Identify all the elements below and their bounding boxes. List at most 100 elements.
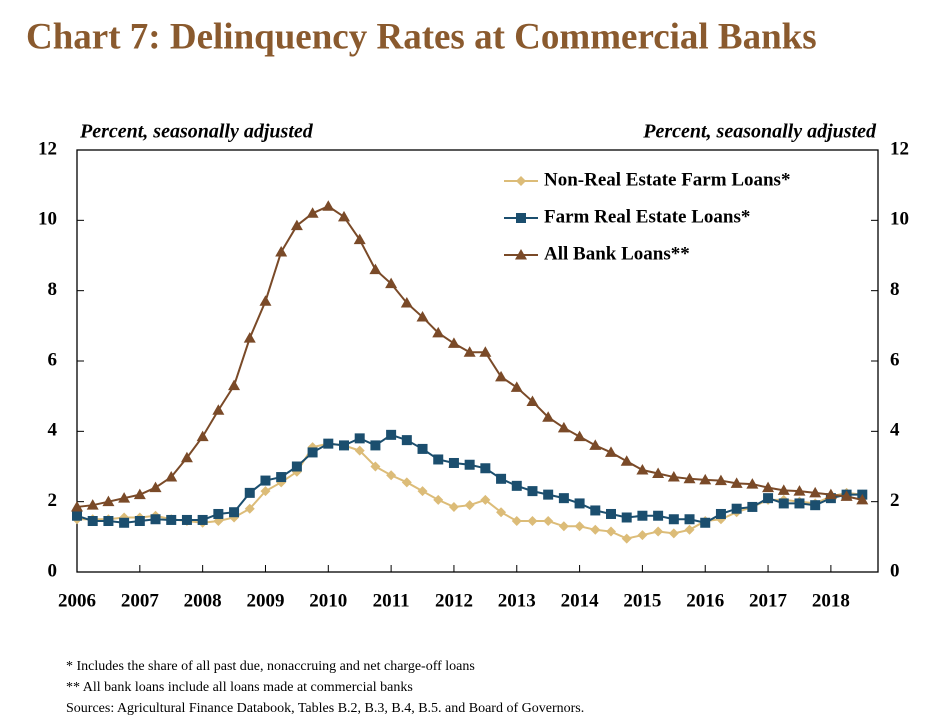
marker <box>323 438 334 449</box>
marker <box>338 210 350 222</box>
marker <box>856 493 869 505</box>
marker <box>306 207 319 218</box>
marker <box>558 521 569 532</box>
legend-label: Farm Real Estate Loans* <box>544 206 750 227</box>
y2-tick-label: 10 <box>890 209 909 230</box>
footnote: ** All bank loans include all loans made… <box>66 680 413 695</box>
marker <box>543 489 554 500</box>
marker <box>290 219 303 231</box>
marker <box>793 485 806 496</box>
y-tick-label: 0 <box>48 560 58 581</box>
x-tick-label: 2018 <box>812 590 850 611</box>
marker <box>763 493 774 504</box>
marker <box>510 381 523 392</box>
marker <box>275 245 288 257</box>
marker <box>746 478 759 489</box>
marker <box>479 346 492 357</box>
y-tick-label: 12 <box>38 138 57 159</box>
footnote: * Includes the share of all past due, no… <box>66 659 475 674</box>
y-axis-label: Percent, seasonally adjusted <box>79 121 314 143</box>
marker <box>448 457 459 468</box>
marker <box>824 488 837 500</box>
marker <box>495 370 508 382</box>
marker <box>527 516 538 527</box>
marker <box>794 498 805 509</box>
marker <box>574 521 585 532</box>
marker <box>260 486 271 497</box>
marker <box>589 439 602 450</box>
marker <box>354 433 365 444</box>
marker <box>447 337 460 348</box>
y-tick-label: 6 <box>48 349 58 370</box>
marker <box>386 470 397 481</box>
marker <box>480 494 491 505</box>
marker <box>244 503 255 514</box>
marker <box>400 296 413 308</box>
marker <box>700 517 711 528</box>
marker <box>212 404 225 415</box>
marker <box>526 395 539 406</box>
marker <box>714 474 727 486</box>
marker <box>291 461 302 472</box>
marker <box>810 500 821 511</box>
x-tick-label: 2008 <box>184 590 222 611</box>
x-tick-label: 2015 <box>623 590 661 611</box>
marker <box>354 445 365 456</box>
marker <box>417 443 428 454</box>
marker <box>667 471 680 482</box>
marker <box>653 526 664 537</box>
marker <box>181 514 192 525</box>
marker <box>511 480 522 491</box>
marker <box>370 461 381 472</box>
marker <box>620 455 633 466</box>
marker <box>87 516 98 527</box>
marker <box>621 533 632 544</box>
marker <box>228 379 241 391</box>
marker <box>369 263 382 275</box>
marker <box>558 493 569 504</box>
marker <box>196 430 209 442</box>
marker <box>621 512 632 523</box>
marker <box>448 501 459 512</box>
y-tick-label: 8 <box>48 279 58 300</box>
marker <box>840 490 853 501</box>
marker <box>684 524 695 535</box>
marker <box>463 346 476 357</box>
marker <box>213 508 224 519</box>
marker <box>243 332 256 343</box>
plot-frame <box>76 149 879 573</box>
marker <box>464 459 475 470</box>
marker <box>668 514 679 525</box>
marker <box>606 508 616 519</box>
marker <box>731 503 742 514</box>
marker <box>747 501 758 512</box>
marker <box>652 467 665 479</box>
marker <box>637 510 648 521</box>
y2-axis-label: Percent, seasonally adjusted <box>642 121 877 143</box>
marker <box>119 517 130 528</box>
x-tick-label: 2012 <box>435 590 473 611</box>
marker <box>683 472 696 484</box>
chart-title: Chart 7: Delinquency Rates at Commercial… <box>26 16 817 57</box>
y2-tick-label: 6 <box>890 349 900 370</box>
footnote: Sources: Agricultural Finance Databook, … <box>66 701 584 716</box>
x-tick-label: 2013 <box>498 590 536 611</box>
marker <box>401 477 412 488</box>
marker <box>606 526 616 537</box>
marker <box>72 510 82 521</box>
x-tick-label: 2017 <box>749 590 788 611</box>
marker <box>197 514 208 525</box>
x-tick-label: 2010 <box>309 590 347 611</box>
legend-label: All Bank Loans** <box>544 243 690 264</box>
marker <box>557 421 570 433</box>
marker <box>401 435 412 446</box>
marker <box>590 524 601 535</box>
legend-label: Non-Real Estate Farm Loans* <box>544 169 790 190</box>
marker <box>276 472 287 483</box>
marker <box>699 473 712 485</box>
marker <box>511 516 522 527</box>
marker <box>339 440 349 451</box>
marker <box>417 486 428 497</box>
marker <box>244 487 255 498</box>
